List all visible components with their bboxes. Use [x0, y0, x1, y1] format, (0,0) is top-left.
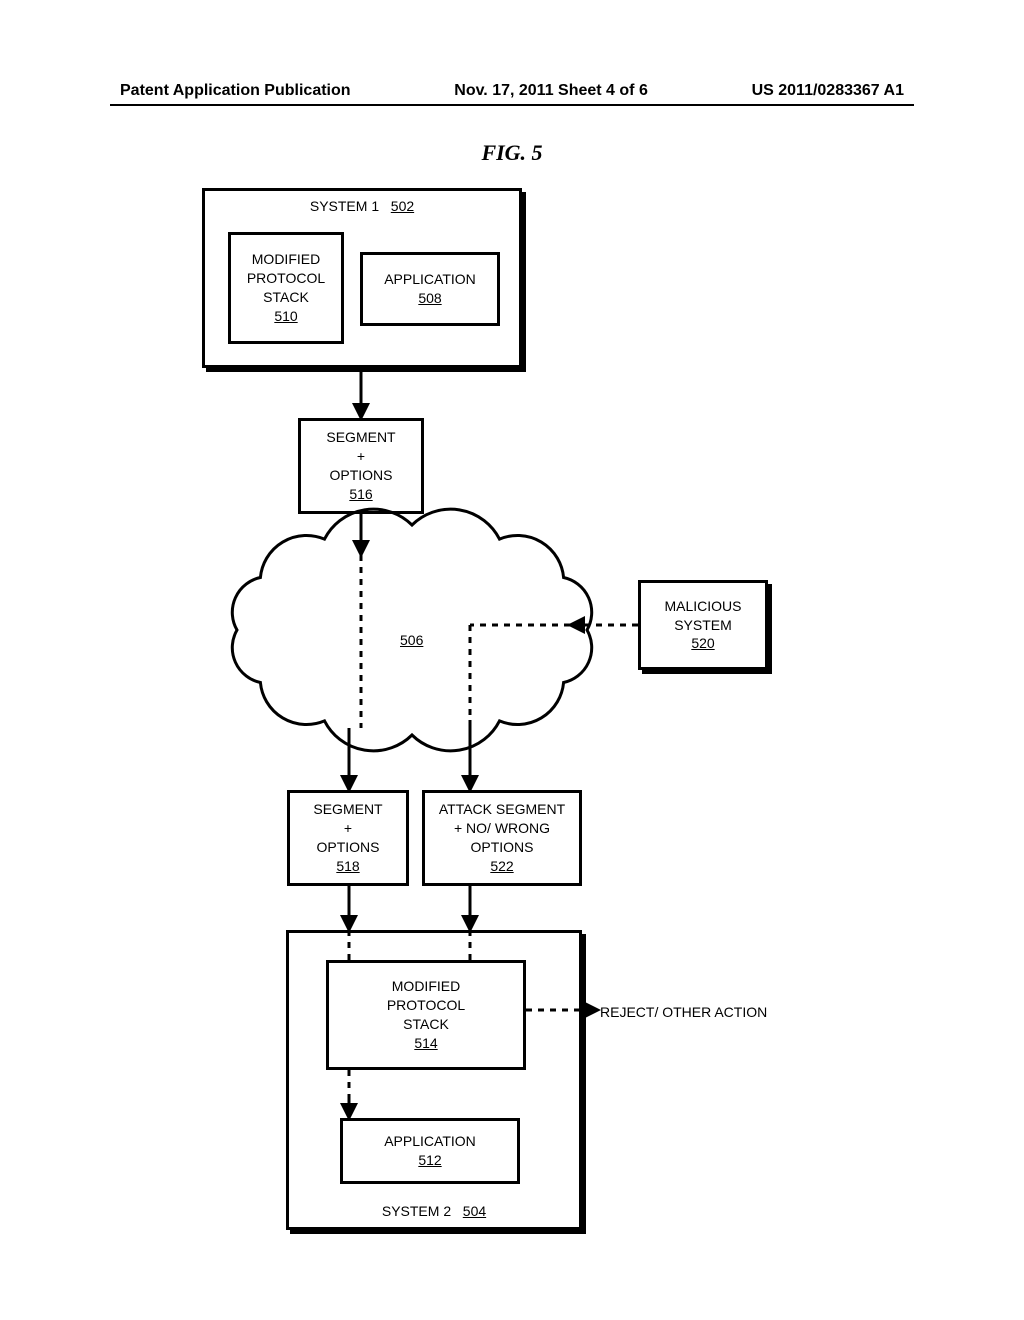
system2-app-line1: APPLICATION [384, 1132, 476, 1151]
segment-bottom-line3: OPTIONS [316, 838, 379, 857]
header-rule [110, 104, 914, 106]
system2-stack-line3: STACK [403, 1015, 449, 1034]
system1-stack-box: MODIFIED PROTOCOL STACK 510 [228, 232, 344, 344]
malicious-line2: SYSTEM [674, 616, 732, 635]
page-header: Patent Application Publication Nov. 17, … [0, 82, 1024, 100]
system1-app-box: APPLICATION 508 [360, 252, 500, 326]
system1-stack-line3: STACK [263, 288, 309, 307]
segment-top-box: SEGMENT + OPTIONS 516 [298, 418, 424, 514]
segment-bottom-box: SEGMENT + OPTIONS 518 [287, 790, 409, 886]
header-left: Patent Application Publication [120, 82, 351, 100]
system2-app-ref: 512 [418, 1151, 441, 1170]
system1-stack-ref: 510 [274, 307, 297, 326]
system1-app-line1: APPLICATION [384, 270, 476, 289]
reject-label: REJECT/ OTHER ACTION [600, 1004, 767, 1020]
segment-top-ref: 516 [349, 485, 372, 504]
segment-top-line3: OPTIONS [329, 466, 392, 485]
attack-line1: ATTACK SEGMENT [439, 800, 565, 819]
system1-stack-line2: PROTOCOL [247, 269, 325, 288]
figure-title: FIG. 5 [0, 140, 1024, 166]
cloud-shape [232, 509, 591, 751]
malicious-system-box: MALICIOUS SYSTEM 520 [638, 580, 768, 670]
system1-title-text: SYSTEM 1 [310, 198, 379, 214]
system2-title: SYSTEM 2 504 [382, 1202, 486, 1221]
system2-title-text: SYSTEM 2 [382, 1203, 451, 1219]
system2-app-box: APPLICATION 512 [340, 1118, 520, 1184]
attack-line3: OPTIONS [470, 838, 533, 857]
header-right: US 2011/0283367 A1 [752, 82, 904, 100]
system2-stack-line2: PROTOCOL [387, 996, 465, 1015]
segment-top-line1: SEGMENT [326, 428, 395, 447]
system2-stack-line1: MODIFIED [392, 977, 460, 996]
malicious-line1: MALICIOUS [664, 597, 741, 616]
segment-bottom-line2: + [344, 819, 352, 838]
cloud-ref: 506 [400, 632, 423, 648]
segment-bottom-ref: 518 [336, 857, 359, 876]
system1-app-ref: 508 [418, 289, 441, 308]
system1-title: SYSTEM 1 502 [310, 197, 414, 216]
system1-stack-line1: MODIFIED [252, 250, 320, 269]
system1-ref: 502 [391, 198, 414, 214]
attack-line2: + NO/ WRONG [454, 819, 550, 838]
header-center: Nov. 17, 2011 Sheet 4 of 6 [454, 82, 648, 100]
malicious-ref: 520 [691, 634, 714, 653]
page: Patent Application Publication Nov. 17, … [0, 0, 1024, 1320]
attack-segment-box: ATTACK SEGMENT + NO/ WRONG OPTIONS 522 [422, 790, 582, 886]
segment-top-line2: + [357, 447, 365, 466]
system2-stack-box: MODIFIED PROTOCOL STACK 514 [326, 960, 526, 1070]
system2-stack-ref: 514 [414, 1034, 437, 1053]
attack-ref: 522 [490, 857, 513, 876]
segment-bottom-line1: SEGMENT [313, 800, 382, 819]
system2-ref: 504 [463, 1203, 486, 1219]
